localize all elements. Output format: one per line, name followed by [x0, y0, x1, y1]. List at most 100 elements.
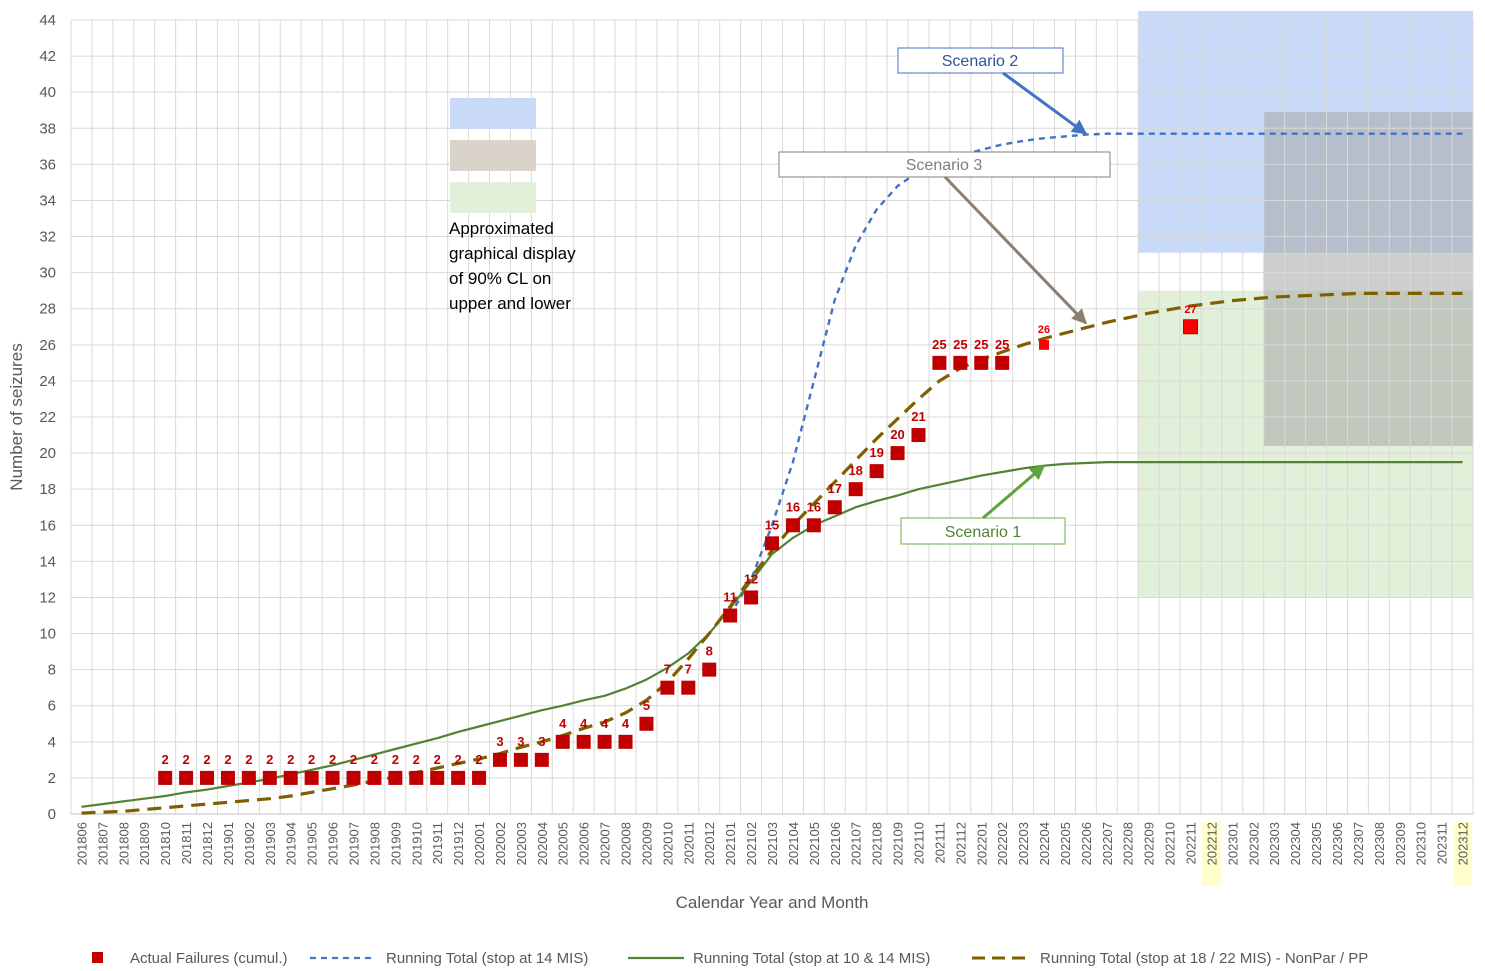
scenario-2-arrow	[1002, 71, 1088, 135]
actual-failure-marker	[409, 770, 424, 785]
x-tick-label: 201901	[221, 822, 236, 865]
x-tick-label: 202111	[932, 822, 947, 863]
series-line	[81, 291, 1463, 815]
actual-failure-marker	[995, 355, 1010, 370]
x-tick-label: 201810	[158, 822, 173, 865]
actual-failure-marker	[576, 734, 591, 749]
x-tick-label: 202312	[1456, 822, 1471, 865]
x-tick-label: 202008	[619, 822, 634, 865]
data-label: 4	[580, 716, 588, 731]
data-label: 2	[182, 752, 189, 767]
x-tick-label: 202007	[598, 822, 613, 865]
data-label: 2	[162, 752, 169, 767]
x-tick-label: 202310	[1414, 822, 1429, 865]
scenario-3-label: Scenario 3	[906, 157, 983, 174]
data-label: 2	[245, 752, 252, 767]
actual-failure-marker	[681, 680, 696, 695]
x-tick-label: 202309	[1393, 822, 1408, 865]
x-tick-label: 202101	[723, 822, 738, 865]
data-label: 25	[995, 337, 1009, 352]
actual-failure-marker	[555, 734, 570, 749]
data-label: 4	[559, 716, 567, 731]
data-label: 25	[974, 337, 988, 352]
y-tick-label: 16	[39, 517, 56, 534]
actual-failure-marker	[911, 428, 926, 443]
x-tick-label: 202208	[1121, 822, 1136, 865]
actual-failure-marker	[597, 734, 612, 749]
ci-swatch	[450, 182, 536, 213]
x-tick-label: 202202	[995, 822, 1010, 865]
scenario-1-label: Scenario 1	[945, 524, 1022, 541]
actual-failure-marker	[158, 770, 173, 785]
x-tick-label: 202307	[1351, 822, 1366, 865]
x-tick-label: 202104	[786, 822, 801, 865]
x-tick-label: 202005	[556, 822, 571, 865]
actual-failure-marker	[220, 770, 235, 785]
legend-label-18-22mis: Running Total (stop at 18 / 22 MIS) - No…	[1040, 950, 1368, 967]
actual-failure-marker	[1039, 339, 1050, 350]
actual-failure-marker	[660, 680, 675, 695]
x-tick-label: 202102	[744, 822, 759, 865]
actual-failure-marker	[200, 770, 215, 785]
actual-failure-marker	[744, 590, 759, 605]
x-tick-label: 202206	[1079, 822, 1094, 865]
data-label: 3	[538, 734, 545, 749]
data-label: 3	[496, 734, 503, 749]
legend: Actual Failures (cumul.) Running Total (…	[92, 950, 1368, 967]
actual-failure-marker	[241, 770, 256, 785]
x-tick-label: 202006	[577, 822, 592, 865]
data-label: 2	[203, 752, 210, 767]
y-axis-ticks: 0246810121416182022242628303234363840424…	[39, 12, 56, 823]
x-tick-label: 201807	[95, 822, 110, 865]
y-tick-label: 2	[48, 770, 56, 787]
scenario-2-callout: Scenario 2	[897, 47, 1064, 74]
actual-failure-marker	[618, 734, 633, 749]
actual-failure-marker	[806, 518, 821, 533]
x-tick-label: 202209	[1142, 822, 1157, 865]
x-tick-label: 201912	[451, 822, 466, 865]
y-tick-label: 42	[39, 48, 56, 65]
actual-failure-marker	[492, 752, 507, 767]
data-label: 26	[1038, 324, 1050, 336]
y-tick-label: 36	[39, 156, 56, 173]
legend-label-actual: Actual Failures (cumul.)	[130, 950, 288, 967]
data-label: 2	[329, 752, 336, 767]
x-tick-label: 201906	[326, 822, 341, 865]
actual-failure-marker	[932, 355, 947, 370]
data-label: 20	[890, 427, 904, 442]
y-tick-label: 10	[39, 626, 56, 643]
y-tick-label: 8	[48, 662, 56, 679]
actual-failure-marker	[346, 770, 361, 785]
actual-failure-markers	[158, 319, 1199, 785]
data-label: 3	[517, 734, 524, 749]
legend-label-14mis: Running Total (stop at 14 MIS)	[386, 950, 588, 967]
x-tick-label: 202112	[953, 822, 968, 864]
x-tick-label: 202011	[681, 822, 696, 864]
y-tick-label: 28	[39, 301, 56, 318]
ci-swatch	[450, 98, 536, 129]
data-label: 4	[622, 716, 630, 731]
data-label: 2	[475, 752, 482, 767]
actual-failure-marker	[451, 770, 466, 785]
data-label: 2	[350, 752, 357, 767]
data-label: 2	[455, 752, 462, 767]
x-tick-label: 201907	[346, 822, 361, 865]
data-label: 25	[953, 337, 967, 352]
y-tick-label: 0	[48, 806, 56, 823]
actual-failure-marker	[765, 536, 779, 551]
scenario-1-callout: Scenario 1	[900, 517, 1066, 545]
data-label: 12	[744, 571, 758, 586]
y-tick-label: 44	[39, 12, 56, 29]
y-tick-label: 12	[39, 589, 56, 606]
actual-failure-marker	[430, 770, 445, 785]
x-tick-label: 202108	[870, 822, 885, 865]
x-tick-label: 202203	[1016, 822, 1031, 865]
y-axis-title: Number of seizures	[7, 343, 26, 490]
data-label: 15	[765, 517, 779, 532]
y-tick-label: 6	[48, 698, 56, 715]
x-tick-label: 201812	[200, 822, 215, 865]
x-tick-label: 202211	[1184, 822, 1199, 864]
actual-failure-marker	[472, 770, 487, 785]
data-label: 21	[911, 409, 925, 424]
